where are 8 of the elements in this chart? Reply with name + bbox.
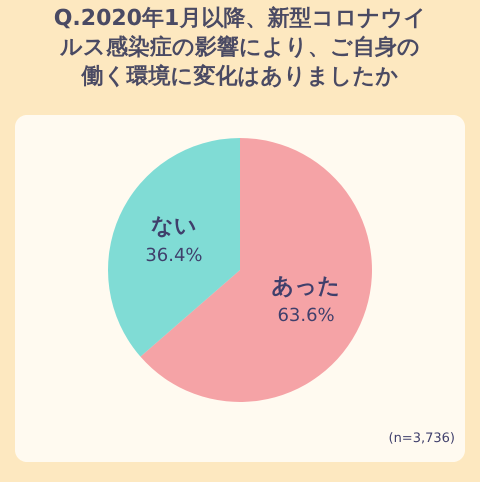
slice-label: あった xyxy=(272,274,341,300)
slice-label: ない xyxy=(150,214,197,239)
data-label: 63.6% xyxy=(277,305,335,326)
pie-slice xyxy=(140,138,372,402)
data-label: 36.4% xyxy=(145,244,203,266)
text: (n=3,736) xyxy=(388,431,455,446)
pie-slice xyxy=(108,138,240,357)
chart-title: Q.2020年1月以降、新型コロナウイルス感染症の影響により、ご自身の働く環境に変化はありましたか xyxy=(54,5,426,89)
